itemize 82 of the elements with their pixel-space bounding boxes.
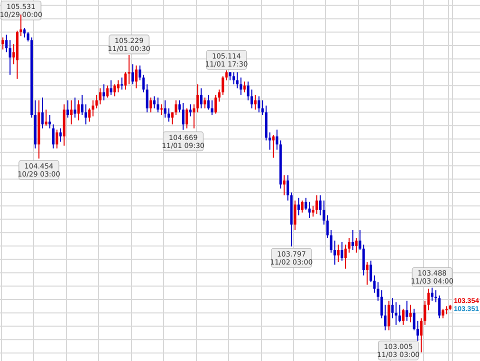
candlestick	[358, 229, 362, 251]
candlestick	[168, 108, 170, 122]
candlestick	[200, 88, 202, 109]
candlestick	[66, 100, 69, 118]
candlestick	[243, 81, 246, 93]
candlestick	[113, 84, 116, 97]
candlestick	[186, 108, 188, 129]
candlestick	[56, 129, 58, 149]
candlestick	[315, 194, 318, 214]
candlestick	[8, 40, 12, 76]
candlestick	[182, 102, 184, 130]
candlestick	[80, 94, 84, 116]
candlestick	[52, 124, 55, 149]
candlestick	[124, 72, 127, 90]
candlestick	[117, 80, 120, 93]
candlestick	[388, 300, 390, 331]
candlestick	[254, 94, 257, 110]
candlestick	[337, 244, 340, 263]
candlestick	[204, 97, 206, 109]
candlestick	[304, 197, 308, 210]
candlestick	[225, 70, 228, 81]
candlestick	[308, 201, 311, 218]
candlestick	[164, 100, 166, 118]
candlestick	[268, 132, 272, 150]
candlestick	[394, 302, 398, 326]
candlestick	[402, 308, 405, 326]
candlestick	[70, 100, 73, 125]
candlestick	[44, 109, 48, 126]
candlestick	[232, 72, 235, 85]
candlestick	[210, 100, 214, 116]
candlestick	[384, 304, 386, 331]
candlestick	[409, 304, 412, 323]
candlestick	[153, 96, 156, 109]
candlestick	[171, 112, 174, 125]
candlestick	[258, 96, 260, 113]
candlestick	[149, 97, 152, 113]
candlestick	[250, 89, 254, 109]
candlestick	[77, 100, 80, 121]
candlestick	[301, 200, 304, 214]
candlestick	[138, 65, 142, 81]
candlestick	[59, 128, 62, 142]
candlestick	[88, 108, 91, 122]
candlestick	[102, 84, 106, 101]
candlestick	[430, 287, 434, 302]
candlestick	[442, 308, 444, 319]
candlestick	[282, 174, 286, 196]
candlestick	[2, 36, 4, 50]
candlestick	[355, 237, 358, 254]
candlestick	[380, 290, 383, 319]
candlestick	[120, 77, 124, 90]
candlestick	[272, 134, 275, 158]
candlestick	[362, 244, 365, 276]
candlestick	[214, 94, 217, 114]
candlestick	[391, 298, 394, 319]
candlestick	[352, 229, 354, 251]
candlestick	[406, 300, 408, 322]
candlestick	[135, 65, 138, 89]
candlestick	[41, 97, 44, 129]
candlestick	[110, 80, 112, 96]
candlestick	[131, 64, 134, 85]
candlestick	[189, 104, 192, 117]
candlestick	[196, 84, 199, 113]
candlestick	[207, 94, 210, 110]
candlestick	[398, 304, 401, 323]
candlestick	[20, 14, 22, 37]
candlestick	[236, 72, 239, 89]
candlestick	[366, 262, 368, 286]
candlestick	[106, 85, 109, 98]
candlestick	[23, 28, 26, 38]
candlestick	[84, 104, 88, 125]
candlestick	[98, 88, 102, 105]
candlestick	[427, 288, 430, 311]
candlestick	[294, 200, 296, 230]
candlestick	[246, 81, 250, 101]
candlestick	[48, 114, 51, 129]
candlestick	[174, 100, 178, 116]
candlestick	[156, 97, 160, 113]
candlestick	[340, 242, 344, 262]
candlestick	[297, 197, 300, 216]
candlestick	[74, 97, 76, 118]
candlestick	[5, 34, 8, 53]
candlestick	[128, 54, 130, 85]
